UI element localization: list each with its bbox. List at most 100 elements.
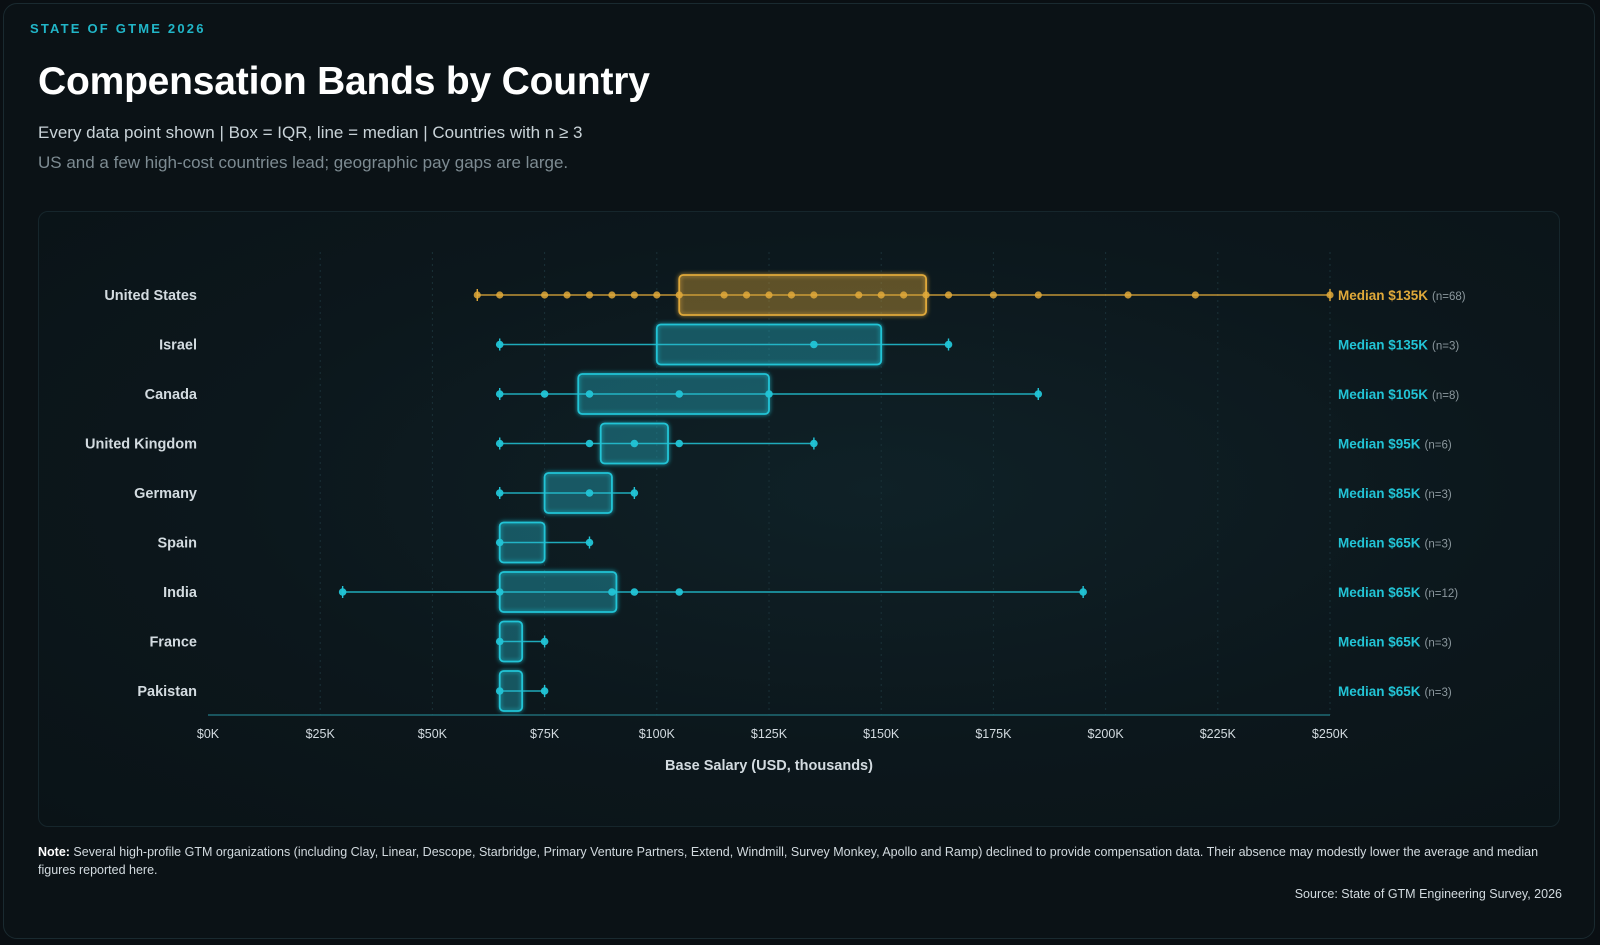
category-label: Germany xyxy=(134,486,197,502)
data-point xyxy=(608,291,616,299)
data-point xyxy=(585,390,594,398)
data-point xyxy=(1326,291,1334,299)
data-point xyxy=(630,291,638,299)
data-point xyxy=(473,291,481,299)
sample-size: (n=12) xyxy=(1425,588,1459,600)
x-tick-label: $200K xyxy=(1088,727,1125,741)
data-point xyxy=(608,588,616,596)
report-kicker: STATE OF GTME 2026 xyxy=(30,21,206,36)
data-point xyxy=(495,390,504,398)
median-label: Median $85K (n=3) xyxy=(1338,486,1452,501)
iqr-box xyxy=(655,323,883,366)
median-label: Median $65K (n=3) xyxy=(1338,635,1452,650)
data-point xyxy=(720,291,728,299)
sample-size: (n=68) xyxy=(1432,291,1466,303)
data-point xyxy=(855,291,863,299)
box-plot-chart: $0K $25K $50K $75K $100K $125K $150K $175K $200K… xyxy=(85,252,1466,774)
x-axis-title: Base Salary (USD, thousands) xyxy=(665,758,873,774)
footnote-label: Note: xyxy=(38,845,70,859)
data-point xyxy=(541,291,549,299)
category-label: France xyxy=(149,635,197,651)
data-point xyxy=(1191,291,1199,299)
category-label: United States xyxy=(104,288,197,304)
footnote-text: Several high-profile GTM organizations (… xyxy=(38,845,1539,877)
data-point xyxy=(496,291,504,299)
data-point xyxy=(630,588,639,596)
x-tick-label: $175K xyxy=(975,727,1012,741)
x-tick-label: $250K xyxy=(1312,727,1349,741)
sample-size: (n=3) xyxy=(1425,539,1452,551)
median-value: Median $135K xyxy=(1338,288,1428,303)
data-point xyxy=(787,291,796,299)
category-label: Canada xyxy=(145,387,198,403)
x-tick-label: $50K xyxy=(418,727,448,741)
median-label: Median $105K (n=8) xyxy=(1338,387,1459,402)
data-point xyxy=(1079,588,1087,596)
x-tick-label: $25K xyxy=(306,727,336,741)
category-label: Israel xyxy=(159,338,197,354)
data-point xyxy=(630,489,639,497)
category-label: India xyxy=(163,585,198,601)
data-point xyxy=(495,340,504,349)
data-point xyxy=(495,439,504,448)
x-tick-label: $75K xyxy=(530,727,560,741)
data-point xyxy=(742,291,751,299)
median-value: Median $65K xyxy=(1338,585,1421,600)
x-tick-label: $225K xyxy=(1200,727,1237,741)
data-point xyxy=(1034,291,1042,299)
median-value: Median $65K xyxy=(1338,684,1421,699)
category-label: Pakistan xyxy=(137,684,197,700)
iqr-box xyxy=(577,373,770,415)
data-point xyxy=(675,588,684,596)
iqr-box xyxy=(498,521,546,564)
source-citation: Source: State of GTM Engineering Survey,… xyxy=(1294,887,1562,901)
data-point xyxy=(1034,390,1043,398)
data-point xyxy=(922,291,930,299)
median-label: Median $65K (n=3) xyxy=(1338,536,1452,551)
data-point xyxy=(540,390,549,398)
footnote: Note: Several high-profile GTM organizat… xyxy=(38,843,1558,879)
sample-size: (n=3) xyxy=(1425,687,1452,699)
sample-size: (n=3) xyxy=(1425,489,1452,501)
data-point xyxy=(540,687,549,695)
data-point xyxy=(877,291,885,299)
median-label: Median $135K (n=68) xyxy=(1338,288,1466,303)
data-point xyxy=(495,489,504,497)
data-point xyxy=(810,439,818,448)
category-label: United Kingdom xyxy=(85,437,197,453)
data-point xyxy=(675,439,684,448)
data-point xyxy=(563,291,571,299)
median-value: Median $95K xyxy=(1338,437,1421,452)
median-value: Median $105K xyxy=(1338,387,1428,402)
sample-size: (n=3) xyxy=(1432,341,1459,353)
median-value: Median $65K xyxy=(1338,635,1421,650)
median-label: Median $65K (n=3) xyxy=(1338,684,1452,699)
sample-size: (n=8) xyxy=(1432,390,1459,402)
chart-subtitle: Every data point shown | Box = IQR, line… xyxy=(38,123,583,142)
data-point xyxy=(989,291,998,299)
data-point xyxy=(1124,291,1132,299)
x-tick-label: $150K xyxy=(863,727,900,741)
data-point xyxy=(944,340,953,349)
data-point xyxy=(944,291,953,299)
iqr-box xyxy=(498,571,618,613)
median-label: Median $95K (n=6) xyxy=(1338,437,1452,452)
data-point xyxy=(540,637,549,646)
median-value: Median $65K xyxy=(1338,536,1421,551)
data-point xyxy=(585,538,594,547)
iqr-box xyxy=(678,274,927,316)
sample-size: (n=6) xyxy=(1425,440,1452,452)
data-point xyxy=(653,291,661,299)
iqr-box xyxy=(543,472,613,514)
median-label: Median $135K (n=3) xyxy=(1338,338,1459,353)
x-tick-label: $100K xyxy=(639,727,676,741)
category-label: Spain xyxy=(158,536,197,552)
page-title: Compensation Bands by Country xyxy=(38,60,650,103)
sample-size: (n=3) xyxy=(1425,638,1452,650)
x-tick-label: $125K xyxy=(751,727,788,741)
median-value: Median $85K xyxy=(1338,486,1421,501)
x-tick-label: $0K xyxy=(197,727,220,741)
data-point xyxy=(675,291,683,299)
data-point xyxy=(765,291,773,299)
median-label: Median $65K (n=12) xyxy=(1338,585,1458,600)
